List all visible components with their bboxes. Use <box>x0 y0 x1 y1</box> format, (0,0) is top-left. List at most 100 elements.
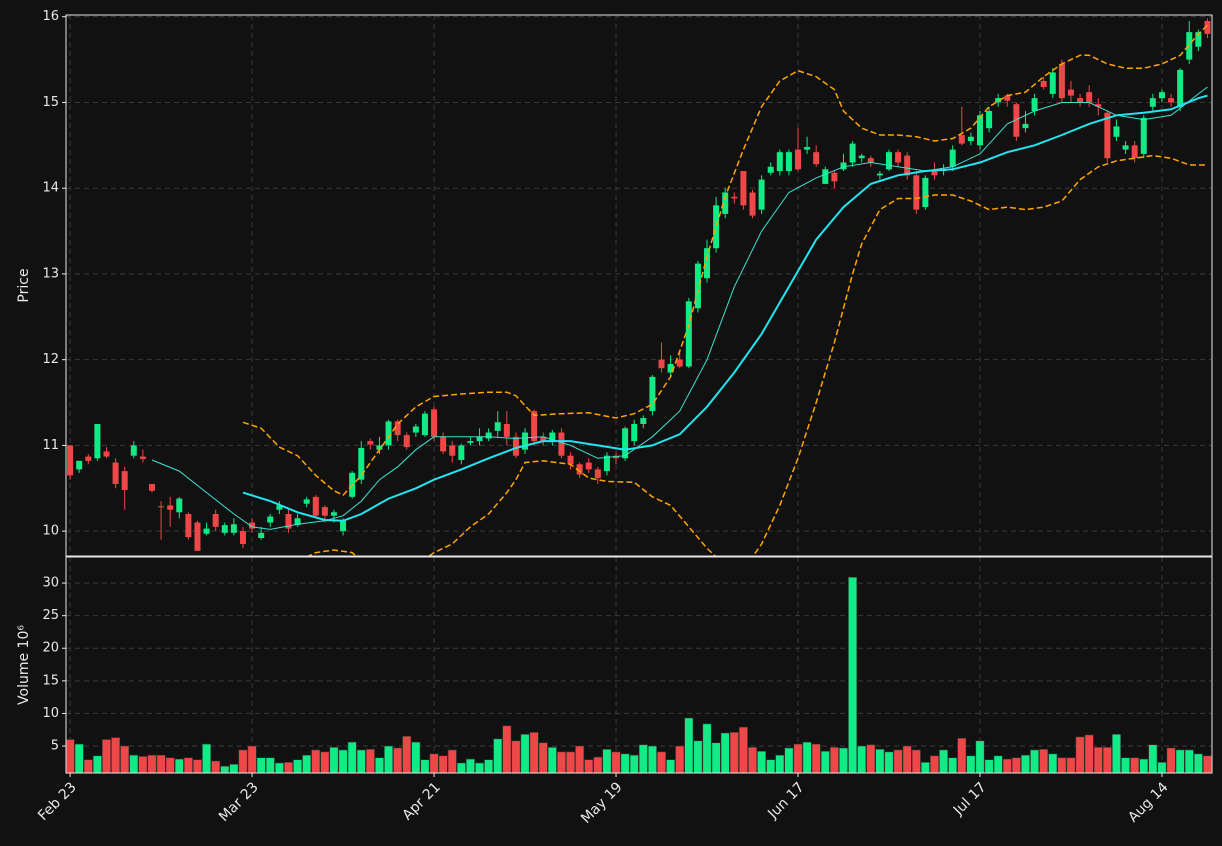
volume-bar <box>775 754 785 773</box>
candle-body <box>312 496 319 516</box>
candle-body <box>567 455 574 465</box>
volume-bar <box>247 745 257 773</box>
candle-body <box>467 441 474 443</box>
candle-body <box>512 436 519 456</box>
candle-body <box>1058 63 1065 99</box>
volume-bar <box>138 756 148 773</box>
candle-body <box>258 532 265 538</box>
y-tick-label: 10 <box>42 706 59 721</box>
volume-bar <box>720 732 730 773</box>
candle-body <box>230 524 237 533</box>
volume-bar <box>766 759 776 773</box>
volume-bar <box>420 759 430 773</box>
volume-bar <box>493 738 503 773</box>
plot-area <box>66 576 1212 773</box>
volume-bar <box>675 745 685 773</box>
candle-body <box>594 469 601 478</box>
indicator-line <box>306 154 1208 556</box>
volume-bar <box>111 737 121 773</box>
candle-body <box>949 149 956 167</box>
candle-body <box>294 518 301 526</box>
candle-body <box>1004 95 1011 101</box>
candle-body <box>585 462 592 470</box>
volume-bar <box>1066 757 1076 773</box>
y-tick-label: 11 <box>42 438 59 453</box>
volume-bar <box>666 759 676 773</box>
candle-body <box>876 173 883 176</box>
candle-body <box>785 152 792 172</box>
volume-bar <box>729 732 739 773</box>
y-tick-label: 20 <box>42 641 59 656</box>
candle-body <box>731 196 738 199</box>
volume-bar <box>1048 753 1058 773</box>
candle-body <box>913 175 920 210</box>
y-tick-label: 30 <box>42 576 59 591</box>
candle-body <box>1104 112 1111 159</box>
volume-bar <box>293 759 303 773</box>
candle-body <box>431 409 438 437</box>
y-axis-label: Volume 10⁶ <box>16 625 32 705</box>
volume-bar <box>748 747 758 773</box>
candle-body <box>649 376 656 412</box>
volume-bar <box>929 755 939 773</box>
volume-bar <box>875 748 885 773</box>
candle-body <box>713 205 720 249</box>
candle-body <box>694 263 701 309</box>
candle-body <box>1067 89 1074 96</box>
candle-body <box>1013 104 1020 137</box>
candle-body <box>776 152 783 172</box>
candle-body <box>1086 92 1093 103</box>
volume-bar <box>784 747 794 773</box>
volume-bar <box>192 759 202 773</box>
candle-body <box>394 421 401 436</box>
volume-bar <box>647 745 657 773</box>
volume-bar <box>1166 747 1176 773</box>
volume-bar <box>174 758 184 773</box>
volume-bar <box>502 725 512 773</box>
candle-body <box>531 411 538 442</box>
volume-bar <box>256 757 266 773</box>
volume-bar <box>320 751 330 773</box>
candle-body <box>194 522 201 551</box>
candle-body <box>412 426 419 433</box>
candle-body <box>148 483 155 491</box>
candle-body <box>885 152 892 170</box>
candle-body <box>704 248 711 279</box>
volume-bar <box>857 745 867 773</box>
volume-bar <box>838 747 848 773</box>
volume-bar <box>329 747 339 773</box>
volume-bar <box>202 743 212 773</box>
candle-body <box>895 152 902 163</box>
candle-body <box>85 456 92 461</box>
candle-body <box>485 432 492 439</box>
y-tick-label: 15 <box>42 673 59 688</box>
volume-bar <box>283 762 293 773</box>
volume-bar <box>1121 757 1131 773</box>
volume-bar <box>693 740 703 773</box>
volume-bar <box>920 762 930 773</box>
indicator-line <box>242 24 1209 497</box>
candle-body <box>813 152 820 165</box>
volume-bar <box>229 763 239 773</box>
candle-body <box>476 436 483 442</box>
candle-body <box>76 460 83 470</box>
candle-body <box>622 428 629 459</box>
candle-body <box>494 422 501 431</box>
y-tick-label: 10 <box>42 524 59 539</box>
volume-bar <box>702 723 712 773</box>
volume-bar <box>902 745 912 773</box>
volume-bar <box>638 744 648 773</box>
volume-bar <box>66 739 75 773</box>
y-tick-label: 5 <box>51 739 59 754</box>
volume-bar <box>101 739 111 773</box>
candle-body <box>1195 32 1202 47</box>
y-axis-label: Price <box>16 268 32 302</box>
candle-body <box>1122 145 1129 150</box>
volume-bar <box>147 754 157 773</box>
candle-body <box>503 423 510 437</box>
volume-bar <box>820 750 830 773</box>
candle-body <box>94 423 101 459</box>
candle-body <box>139 456 146 460</box>
volume-bar <box>1030 749 1040 773</box>
